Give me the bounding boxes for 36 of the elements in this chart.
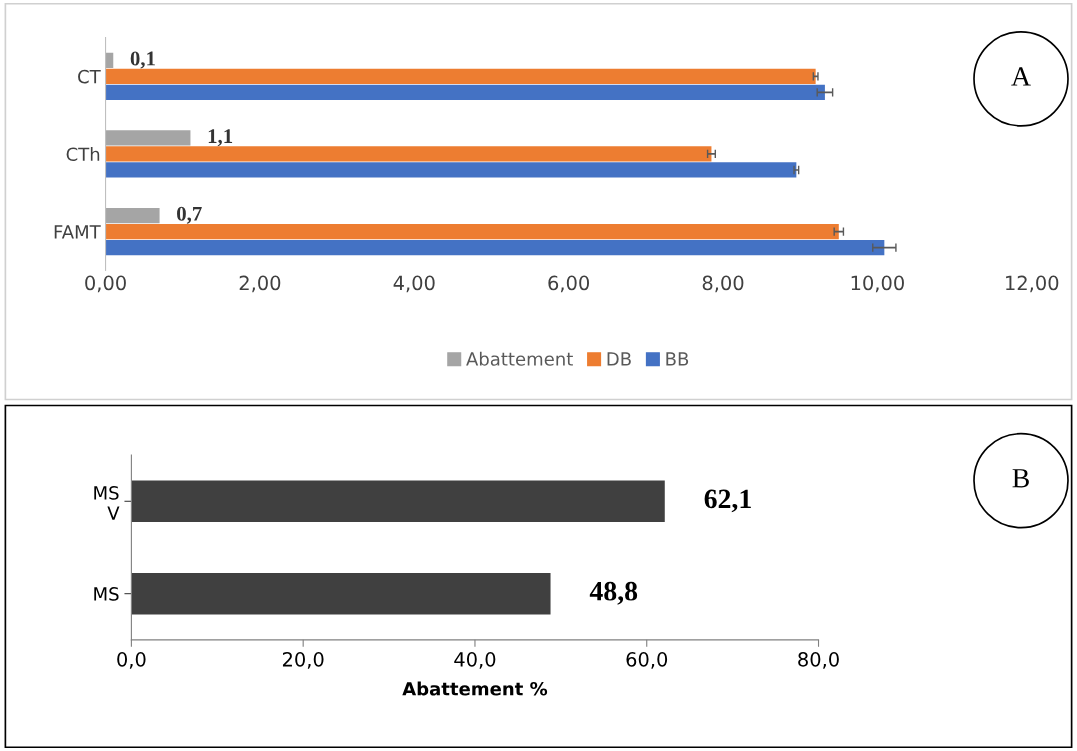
x-tick-label: 60,0 [626, 652, 668, 669]
legend-label: DB [607, 352, 631, 366]
y-tick-label: FAMT [54, 225, 101, 239]
x-tick-label: 8,00 [702, 275, 744, 293]
bar [105, 207, 160, 224]
legend-label: Abattement [466, 351, 573, 366]
x-tick-label: 80,0 [798, 652, 839, 669]
legend-label: BB [666, 352, 689, 366]
y-tick-label: CT [78, 69, 101, 84]
bar [105, 68, 816, 84]
x-tick-label: 20,0 [282, 652, 324, 669]
y-tick-label: MS [94, 587, 119, 601]
y-tick-label: MS V [94, 486, 120, 520]
bar [105, 130, 191, 146]
x-tick-label: 0,00 [85, 275, 126, 293]
bar [105, 162, 797, 178]
data-label: 0,7 [177, 206, 202, 224]
x-tick-label: 10,00 [851, 275, 904, 293]
x-tick-label: 0,0 [117, 652, 146, 669]
bar [105, 223, 839, 240]
y-tick-label: CTh [66, 147, 100, 162]
bar [105, 239, 885, 256]
data-label: 0,1 [130, 51, 155, 69]
bar [105, 84, 825, 101]
x-tick-label: 6,00 [548, 275, 590, 293]
x-tick-label: 2,00 [239, 275, 281, 293]
x-tick-label: 4,00 [393, 275, 435, 293]
x-axis-title: Abattement % [402, 681, 548, 696]
x-tick-label: 12,00 [1006, 275, 1059, 293]
data-label: 62,1 [704, 489, 751, 513]
data-label: 1,1 [208, 129, 233, 147]
x-tick-label: 40,0 [454, 652, 496, 669]
annotation: A [1011, 67, 1031, 86]
data-label: 48,8 [589, 581, 638, 605]
text: B [1012, 469, 1029, 488]
bar [105, 146, 712, 162]
